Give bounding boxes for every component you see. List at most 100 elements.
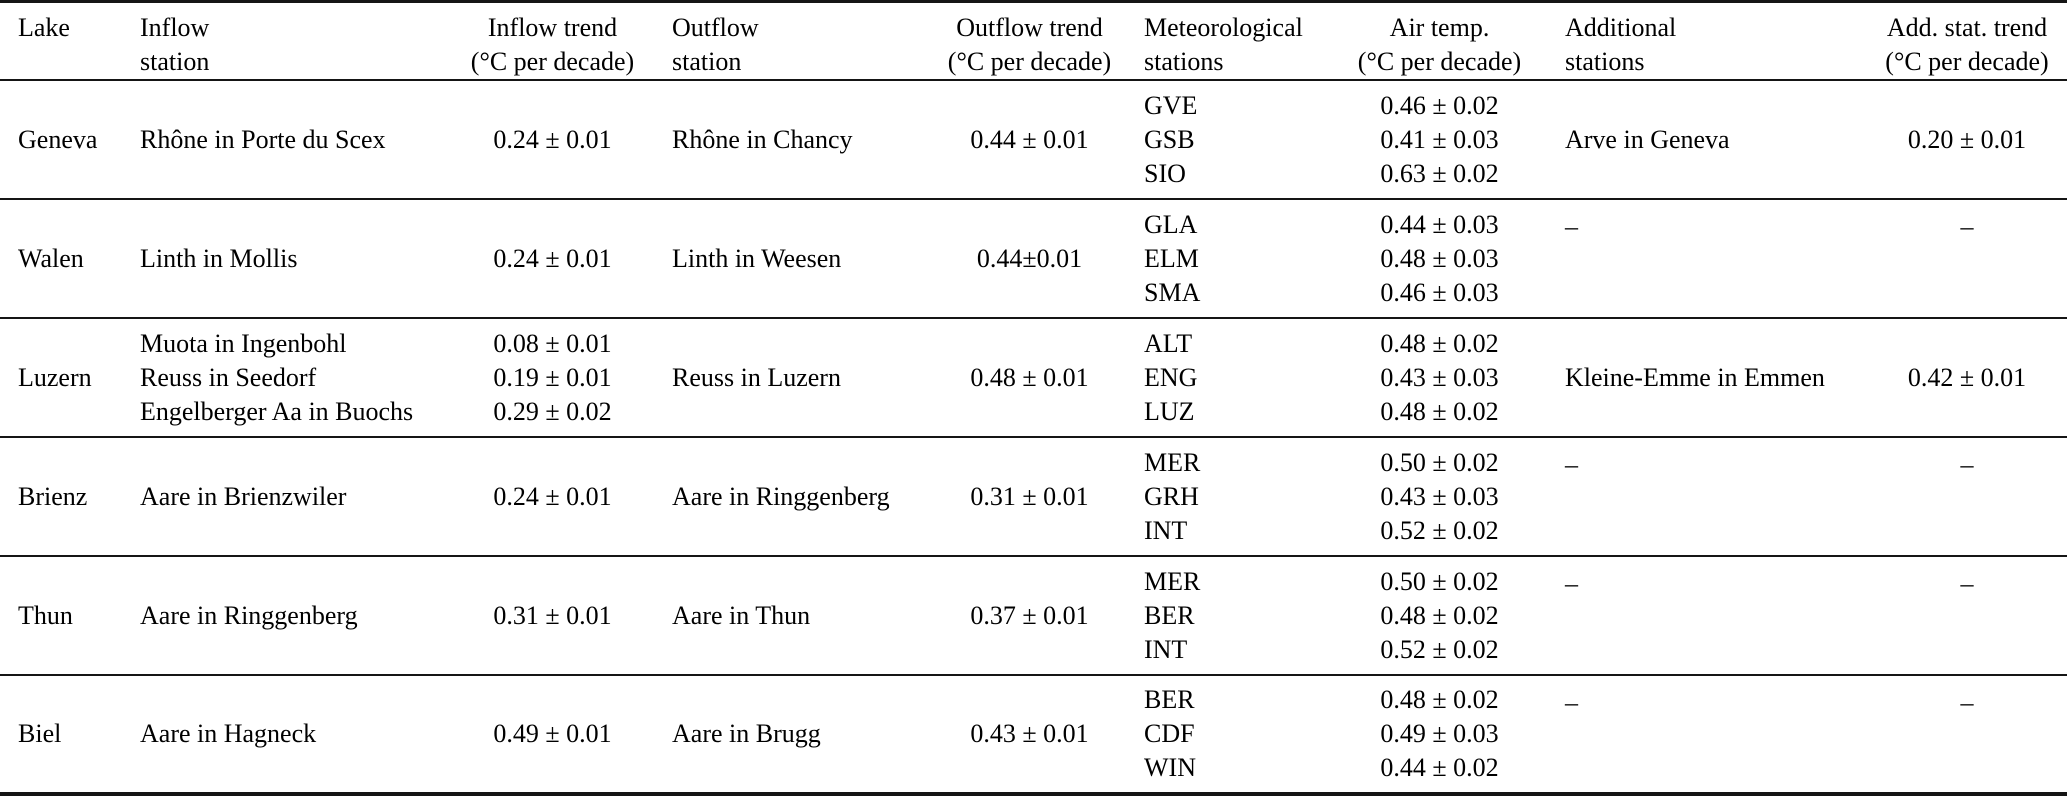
met-station-code: ALT <box>1144 328 1193 358</box>
additional-station-name: – <box>1565 688 1578 717</box>
header-cell-met-stations: Meteorological stations <box>1117 2 1352 81</box>
additional-trend-value: – <box>1960 212 1974 241</box>
inflow-trend-value: 0.29 ± 0.02 <box>493 396 612 426</box>
cell-air-temps: 0.48 ± 0.02 0.43 ± 0.03 0.48 ± 0.02 <box>1352 318 1527 437</box>
lake-name: Walen <box>18 243 84 273</box>
outflow-station-name: Rhône in Chancy <box>672 124 853 154</box>
met-station-code: ELM <box>1144 243 1199 273</box>
header-label: station <box>672 47 742 76</box>
met-station-code: LUZ <box>1144 396 1195 426</box>
cell-air-temps: 0.50 ± 0.02 0.43 ± 0.03 0.52 ± 0.02 <box>1352 437 1527 556</box>
table-row-thun: Thun Aare in Ringgenberg 0.31 ± 0.01 Aare i… <box>0 556 2067 675</box>
lake-name: Luzern <box>18 362 92 392</box>
header-label: Lake <box>18 13 70 42</box>
inflow-trend-value: 0.08 ± 0.01 <box>493 328 612 358</box>
lake-name: Brienz <box>18 481 88 511</box>
outflow-trend-value: 0.31 ± 0.01 <box>970 481 1089 511</box>
cell-inflow-trend: 0.08 ± 0.01 0.19 ± 0.01 0.29 ± 0.02 <box>465 318 640 437</box>
air-temp-value: 0.48 ± 0.02 <box>1380 600 1499 630</box>
cell-inflow-station: Aare in Hagneck <box>140 675 465 794</box>
inflow-trend-value: 0.49 ± 0.01 <box>493 719 612 748</box>
met-station-code: WIN <box>1144 753 1196 782</box>
met-station-code: GVE <box>1144 90 1198 120</box>
header-label: Inflow <box>140 13 210 42</box>
inflow-station-name: Linth in Mollis <box>140 243 298 273</box>
cell-outflow-station: Reuss in Luzern <box>640 318 942 437</box>
additional-station-name: – <box>1565 212 1578 241</box>
cell-outflow-trend: 0.43 ± 0.01 <box>942 675 1117 794</box>
inflow-trend-value: 0.24 ± 0.01 <box>493 124 612 154</box>
air-temp-value: 0.48 ± 0.02 <box>1380 396 1499 426</box>
met-station-code: BER <box>1144 685 1195 714</box>
cell-lake: Luzern <box>0 318 140 437</box>
header-label: Meteorological <box>1144 13 1303 42</box>
cell-additional-station: Kleine-Emme in Emmen <box>1527 318 1867 437</box>
header-cell-lake: Lake <box>0 2 140 81</box>
outflow-trend-value: 0.44±0.01 <box>976 243 1083 273</box>
cell-met-stations: ALT ENG LUZ <box>1117 318 1352 437</box>
header-cell-air-temp: Air temp. (°C per decade) <box>1352 2 1527 81</box>
header-label: Outflow <box>672 13 759 42</box>
header-row: Lake Inflow station Inflow trend (°C per… <box>0 2 2067 81</box>
air-temp-value: 0.41 ± 0.03 <box>1380 124 1499 154</box>
additional-trend-value: – <box>1960 688 1974 717</box>
met-station-code: INT <box>1144 634 1188 664</box>
met-station-code: GLA <box>1144 209 1198 239</box>
header-label: Inflow trend <box>487 13 618 42</box>
additional-trend-value: – <box>1960 569 1974 598</box>
cell-met-stations: MER GRH INT <box>1117 437 1352 556</box>
header-cell-additional-stations: Additional stations <box>1527 2 1867 81</box>
air-temp-value: 0.48 ± 0.03 <box>1380 243 1499 273</box>
header-cell-inflow-trend: Inflow trend (°C per decade) <box>465 2 640 81</box>
met-station-code: MER <box>1144 566 1201 596</box>
outflow-station-name: Aare in Thun <box>672 600 811 630</box>
cell-additional-trend: 0.42 ± 0.01 <box>1867 318 2067 437</box>
additional-station-name: – <box>1565 450 1578 479</box>
inflow-station-name: Aare in Brienzwiler <box>140 481 347 511</box>
lake-name: Geneva <box>18 124 98 154</box>
cell-air-temps: 0.44 ± 0.03 0.48 ± 0.03 0.46 ± 0.03 <box>1352 199 1527 318</box>
air-temp-value: 0.43 ± 0.03 <box>1380 362 1499 392</box>
cell-additional-trend: – <box>1867 199 2067 318</box>
table-header: Lake Inflow station Inflow trend (°C per… <box>0 2 2067 81</box>
inflow-station-name: Muota in Ingenbohl <box>140 328 347 358</box>
cell-air-temps: 0.48 ± 0.02 0.49 ± 0.03 0.44 ± 0.02 <box>1352 675 1527 794</box>
cell-inflow-station: Rhône in Porte du Scex <box>140 80 465 199</box>
air-temp-value: 0.50 ± 0.02 <box>1380 447 1499 477</box>
cell-met-stations: BER CDF WIN <box>1117 675 1352 794</box>
air-temp-value: 0.52 ± 0.02 <box>1380 634 1499 664</box>
inflow-station-name: Reuss in Seedorf <box>140 362 317 392</box>
cell-met-stations: GVE GSB SIO <box>1117 80 1352 199</box>
cell-outflow-trend: 0.44 ± 0.01 <box>942 80 1117 199</box>
met-station-code: GRH <box>1144 481 1199 511</box>
cell-outflow-trend: 0.37 ± 0.01 <box>942 556 1117 675</box>
table-row-luzern: Luzern Muota in Ingenbohl Reuss in Seedorf… <box>0 318 2067 437</box>
additional-trend-value: 0.20 ± 0.01 <box>1907 124 2027 154</box>
header-label: Additional <box>1565 13 1677 42</box>
air-temp-value: 0.46 ± 0.03 <box>1380 277 1499 307</box>
header-label: Outflow trend <box>956 13 1103 42</box>
lake-name: Biel <box>18 719 62 748</box>
air-temp-value: 0.43 ± 0.03 <box>1380 481 1499 511</box>
air-temp-value: 0.63 ± 0.02 <box>1380 158 1499 188</box>
cell-inflow-station: Aare in Brienzwiler <box>140 437 465 556</box>
cell-additional-trend: – <box>1867 675 2067 794</box>
cell-met-stations: MER BER INT <box>1117 556 1352 675</box>
additional-station-name: Kleine-Emme in Emmen <box>1565 362 1825 392</box>
cell-outflow-station: Linth in Weesen <box>640 199 942 318</box>
cell-lake: Thun <box>0 556 140 675</box>
cell-additional-station: – <box>1527 556 1867 675</box>
inflow-station-name: Aare in Hagneck <box>140 719 317 748</box>
cell-lake: Biel <box>0 675 140 794</box>
cell-air-temps: 0.50 ± 0.02 0.48 ± 0.02 0.52 ± 0.02 <box>1352 556 1527 675</box>
cell-outflow-station: Aare in Thun <box>640 556 942 675</box>
outflow-station-name: Aare in Brugg <box>672 719 821 748</box>
header-cell-outflow-station: Outflow station <box>640 2 942 81</box>
inflow-station-name: Rhône in Porte du Scex <box>140 124 386 154</box>
cell-lake: Walen <box>0 199 140 318</box>
header-label: (°C per decade) <box>1357 47 1522 76</box>
cell-inflow-trend: 0.31 ± 0.01 <box>465 556 640 675</box>
header-label: (°C per decade) <box>470 47 635 76</box>
inflow-trend-value: 0.24 ± 0.01 <box>493 243 612 273</box>
air-temp-value: 0.49 ± 0.03 <box>1380 719 1499 748</box>
